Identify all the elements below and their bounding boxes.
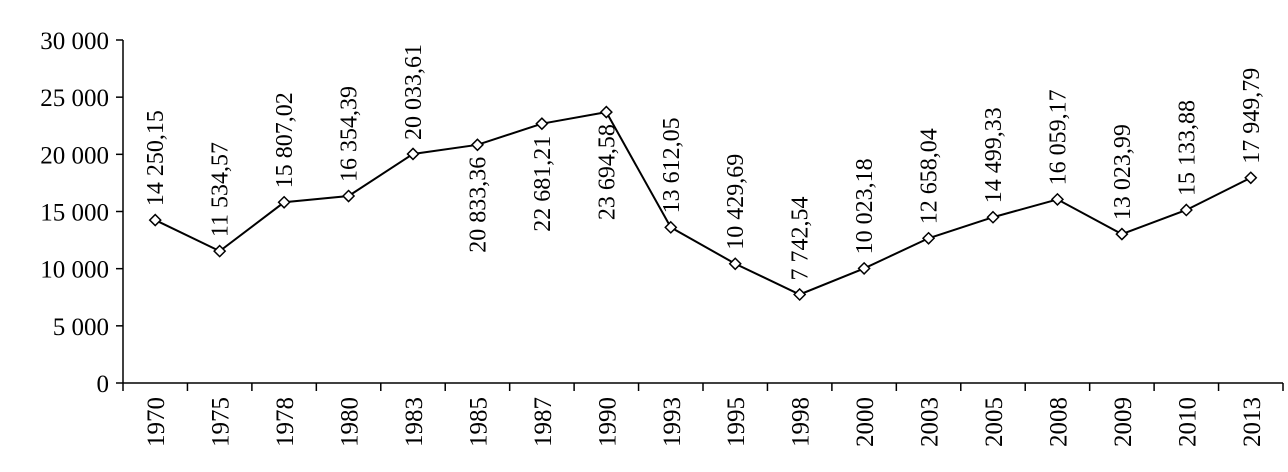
data-label: 10 429,69 [723,154,749,250]
data-label: 22 681,21 [530,136,556,232]
data-label: 23 694,58 [594,124,620,220]
data-point-marker [921,231,936,245]
data-point-marker [793,287,807,302]
data-point-marker [1050,192,1065,206]
data-point-marker [277,195,291,209]
x-tick-label: 2013 [1239,397,1266,447]
data-label: 13 612,05 [659,117,685,213]
data-point-marker [986,210,1000,224]
x-tick-label: 2005 [981,397,1008,447]
data-point-marker [1244,171,1258,185]
data-point-marker [213,244,227,258]
data-point-marker [664,220,678,234]
data-label: 20 033,61 [401,44,427,140]
x-tick-label: 2009 [1110,397,1137,447]
x-tick-label: 1975 [208,397,235,447]
data-point-marker [857,261,871,275]
x-tick-label: 1983 [401,397,428,447]
data-label: 7 742,54 [788,196,814,280]
data-label: 14 250,15 [143,110,169,206]
x-tick-label: 1970 [143,397,170,447]
y-tick-label: 30 000 [40,28,109,55]
data-point-marker [535,117,549,131]
x-tick-label: 1987 [530,397,557,447]
data-point-marker [406,147,420,161]
data-label: 11 534,57 [208,142,234,237]
y-tick-label: 20 000 [40,142,109,169]
data-point-marker [148,213,162,227]
x-tick-label: 2003 [917,397,944,447]
data-point-marker [1115,227,1129,241]
data-label: 14 499,33 [981,107,1007,203]
x-tick-label: 1990 [594,397,621,447]
data-label: 15 807,02 [272,92,298,188]
data-label: 10 023,18 [852,158,878,254]
x-tick-label: 1978 [272,397,299,447]
data-label: 15 133,88 [1174,100,1200,196]
data-label: 13 023,99 [1110,124,1136,220]
y-tick-label: 10 000 [40,257,109,284]
data-label: 17 949,79 [1239,68,1265,164]
data-label: 20 833,36 [465,157,491,253]
y-tick-label: 15 000 [40,200,109,227]
data-point-marker [341,189,356,203]
x-tick-label: 1993 [659,397,686,447]
data-labels: 14 250,15 11 534,57 15 807,02 16 354,39 20 0… [143,44,1265,281]
x-tick-label: 1995 [723,397,750,447]
y-tick-label: 0 [97,371,110,398]
y-tick-label: 5 000 [53,314,109,341]
series-line [148,105,1258,302]
data-point-marker [599,105,613,119]
data-point-marker [728,257,742,271]
axes: 0 5 000 10 000 15 000 20 000 25 000 30 000 1970… [40,28,1284,447]
x-tick-label: 1985 [465,397,492,447]
x-tick-label: 1998 [788,397,815,447]
data-label: 16 354,39 [337,86,363,182]
data-label: 12 658,04 [917,128,943,224]
x-tick-label: 2010 [1174,397,1201,447]
x-tick-label: 2008 [1045,397,1072,447]
x-tick-label: 2000 [852,397,879,447]
data-point-marker [470,138,485,152]
y-tick-label: 25 000 [40,85,109,112]
series-polyline [154,110,1252,296]
data-point-marker [1179,203,1193,217]
data-label: 16 059,17 [1045,89,1071,185]
x-tick-label: 1980 [337,397,364,447]
